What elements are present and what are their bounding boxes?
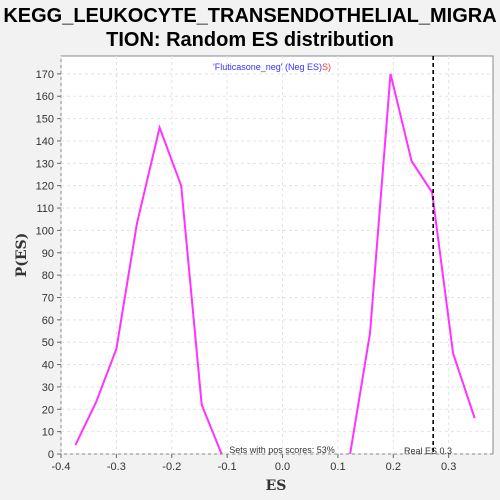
y-tick-label: 130 (36, 158, 54, 170)
legend-text-neg: 'Fluticasone_neg' (Neg ES) (213, 62, 322, 72)
y-tick-label: 170 (36, 69, 54, 81)
chart-title-line1: KEGG_LEUKOCYTE_TRANSENDOTHELIAL_MIGRA (3, 5, 496, 27)
y-tick-label: 40 (42, 360, 54, 372)
x-tick-label: -0.4 (52, 461, 71, 473)
y-tick-label: 70 (42, 292, 54, 304)
pos-scores-annotation: Sets with pos scores: 53% (229, 445, 335, 455)
x-axis: -0.4 -0.3 -0.2 -0.1 0.0 0.1 0.2 0.3 (52, 454, 456, 473)
x-tick-label: -0.2 (162, 461, 181, 473)
y-tick-label: 0 (48, 449, 54, 461)
y-tick-label: 100 (36, 225, 54, 237)
x-tick-label: 0.1 (330, 461, 345, 473)
y-tick-label: 120 (36, 181, 54, 193)
series-line-negative (74, 124, 223, 455)
y-axis-label: P(ES) (14, 233, 30, 278)
y-tick-label: 140 (36, 136, 54, 148)
y-axis: 0 10 20 30 40 50 60 70 80 90 100 110 120 130 140 150 160… (36, 69, 61, 461)
grid (60, 56, 493, 455)
y-tick-label: 110 (36, 203, 54, 215)
legend-label: 'Fluticasone_neg' (Neg ES)S) (213, 62, 331, 72)
series-group (74, 73, 476, 455)
chart-title-line2: TION: Random ES distribution (106, 29, 394, 51)
x-tick-label: -0.3 (107, 461, 126, 473)
x-tick-label: -0.1 (218, 461, 237, 473)
x-tick-label: 0.2 (386, 461, 401, 473)
real-es-annotation: Real ES 0.3 (404, 446, 452, 456)
x-tick-label: 0.0 (275, 461, 290, 473)
legend-text-overlap: S) (322, 62, 331, 72)
y-tick-label: 50 (42, 337, 54, 349)
series-line-positive (349, 73, 476, 455)
y-tick-label: 80 (42, 270, 54, 282)
y-tick-label: 20 (42, 404, 54, 416)
y-tick-label: 90 (42, 248, 54, 260)
y-tick-label: 60 (42, 315, 54, 327)
y-tick-label: 30 (42, 382, 54, 394)
x-axis-label: ES (266, 478, 287, 494)
y-tick-label: 150 (36, 114, 54, 126)
x-tick-label: 0.3 (441, 461, 456, 473)
y-tick-label: 10 (42, 427, 54, 439)
y-tick-label: 160 (36, 91, 54, 103)
plot-area (60, 55, 494, 455)
